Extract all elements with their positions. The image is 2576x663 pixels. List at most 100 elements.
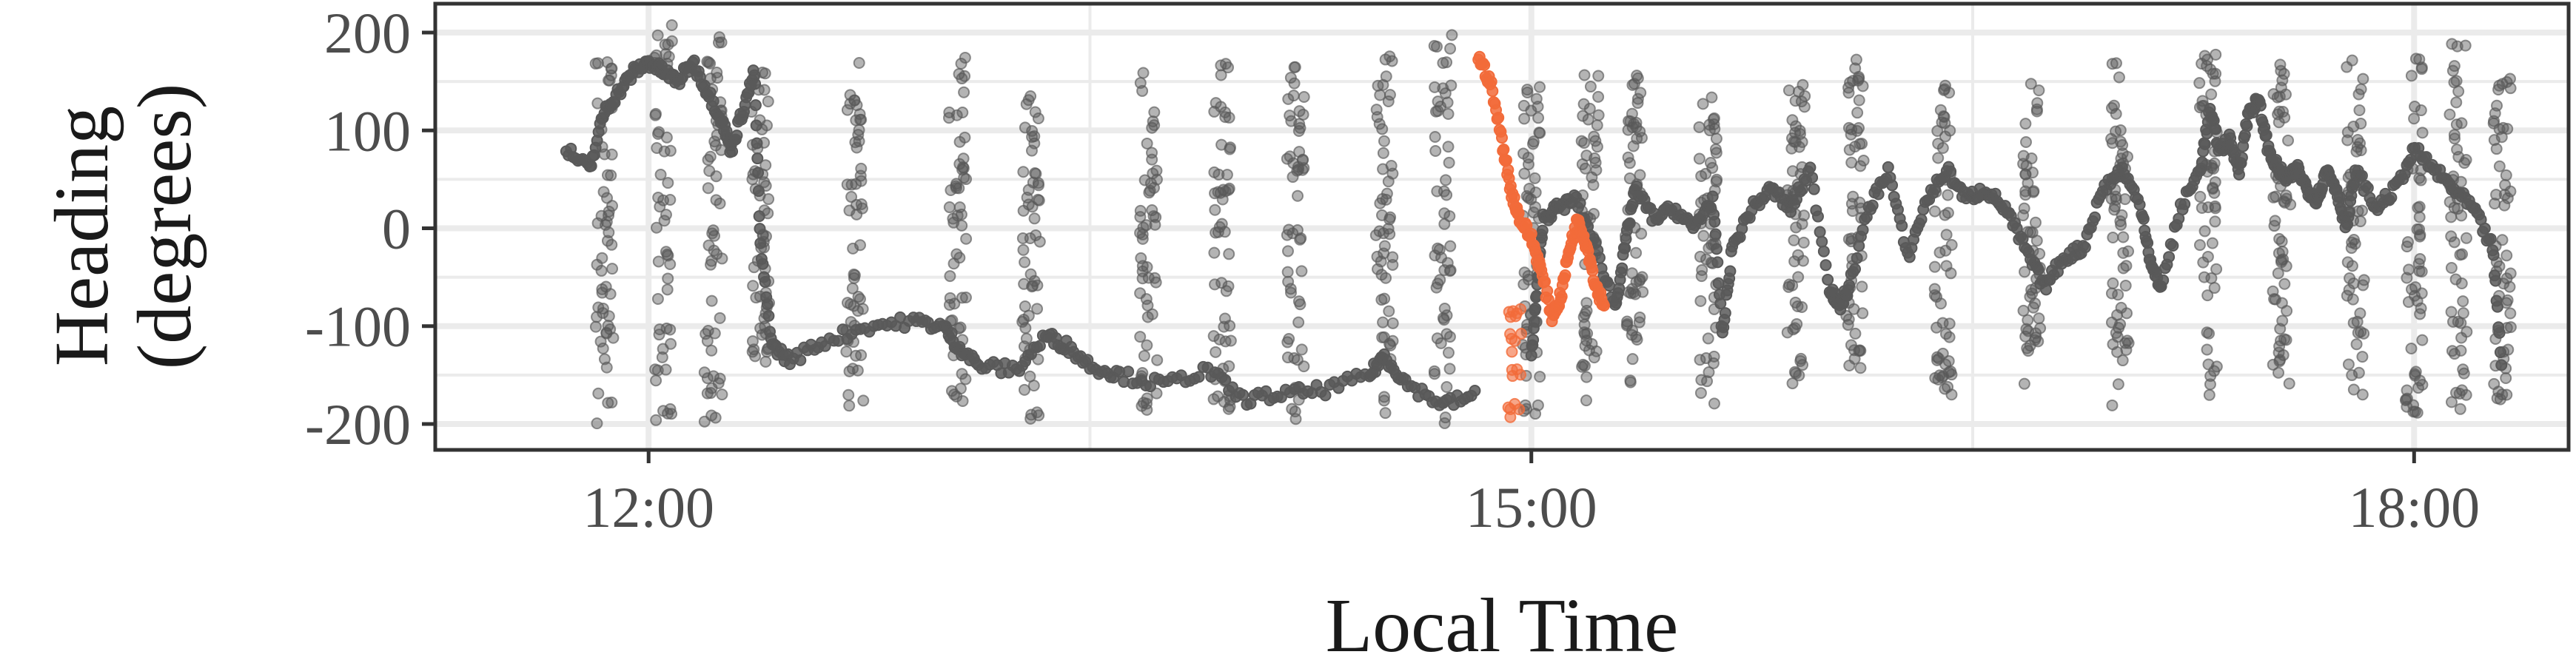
data-point (1849, 327, 1862, 340)
data-point (1293, 105, 1306, 118)
data-point (1210, 97, 1222, 110)
y-axis-title-line-1: Heading (39, 106, 124, 366)
data-point (1794, 352, 1807, 365)
data-point (1719, 307, 1731, 320)
data-point (853, 56, 865, 69)
data-point (592, 387, 605, 400)
data-point (1369, 229, 1382, 241)
data-point (1520, 190, 1533, 203)
data-point (1379, 407, 1392, 420)
data-point (2409, 53, 2422, 65)
data-point (2198, 138, 2211, 150)
data-point (660, 246, 672, 258)
data-point (1583, 344, 1595, 357)
data-point (842, 297, 854, 309)
data-point (650, 414, 663, 426)
data-point (1515, 368, 1527, 381)
data-point (2455, 277, 2468, 289)
data-point (2341, 289, 2353, 302)
data-point (1210, 226, 1222, 239)
data-point (1469, 384, 1481, 397)
data-point (705, 344, 718, 357)
data-point (1518, 167, 1531, 180)
y-tick-label: -100 (305, 295, 411, 359)
data-point (2208, 282, 2221, 295)
data-point (956, 368, 968, 380)
data-point (1847, 190, 1859, 203)
data-point (2503, 280, 2516, 293)
data-point (1148, 106, 1161, 118)
data-point (1284, 150, 1296, 163)
data-point (1282, 92, 1295, 105)
data-point (836, 323, 849, 336)
data-point (2198, 225, 2211, 238)
data-point (1380, 193, 1392, 206)
data-point (1137, 67, 1150, 79)
data-point (651, 128, 664, 141)
data-point (1710, 243, 1723, 255)
data-point (759, 159, 772, 172)
data-point (2106, 58, 2119, 70)
data-point (601, 56, 614, 69)
data-point (1137, 221, 1150, 234)
data-point (2354, 307, 2367, 320)
data-point (1440, 56, 1453, 69)
data-point (1292, 295, 1305, 308)
data-point (1445, 79, 1458, 92)
data-point (2209, 75, 2221, 87)
data-point (1440, 189, 1453, 201)
data-point (759, 67, 771, 80)
data-point (2196, 201, 2208, 214)
data-point (2409, 405, 2421, 418)
data-point (1724, 265, 1737, 277)
data-point (2413, 265, 2426, 277)
data-point (2500, 249, 2513, 262)
data-point (1866, 199, 1879, 212)
data-point (2413, 230, 2426, 243)
data-point (1709, 143, 1722, 155)
data-point (1711, 173, 1723, 186)
data-point (2455, 117, 2468, 129)
data-point (706, 227, 719, 240)
data-point (1150, 173, 1163, 186)
data-point (2203, 388, 2216, 401)
data-point (2110, 57, 2122, 70)
data-point (2178, 198, 2191, 210)
data-point (2040, 283, 2053, 296)
data-point (1020, 98, 1033, 110)
data-point (2019, 118, 2032, 130)
data-point (1791, 300, 1804, 312)
data-point (2133, 198, 2146, 211)
data-point (2033, 312, 2045, 325)
data-point (2350, 338, 2363, 351)
data-point (1237, 388, 1250, 401)
data-point (714, 312, 726, 324)
data-point (2201, 250, 2214, 263)
data-point (2356, 388, 2369, 401)
data-point (1626, 353, 1639, 366)
data-point (2493, 260, 2506, 272)
data-point (597, 186, 610, 198)
data-point (2235, 151, 2248, 164)
data-point (851, 364, 864, 377)
data-point (2022, 345, 2034, 357)
data-point (1281, 351, 1294, 364)
data-point (2455, 344, 2467, 357)
data-point (1504, 328, 1517, 340)
data-point (1851, 252, 1863, 264)
data-point (1212, 168, 1225, 181)
data-point (1534, 81, 1546, 93)
data-point (1529, 302, 1542, 314)
data-point (841, 104, 853, 116)
data-point (1788, 234, 1800, 246)
data-point (1525, 227, 1537, 240)
data-point (1934, 297, 1947, 310)
y-tick-label: 0 (382, 196, 411, 260)
data-point (2233, 168, 2245, 181)
data-point (1631, 92, 1644, 105)
data-point (853, 124, 865, 136)
data-point (2167, 239, 2179, 252)
data-point (1500, 154, 1512, 166)
data-point (1843, 279, 1856, 292)
